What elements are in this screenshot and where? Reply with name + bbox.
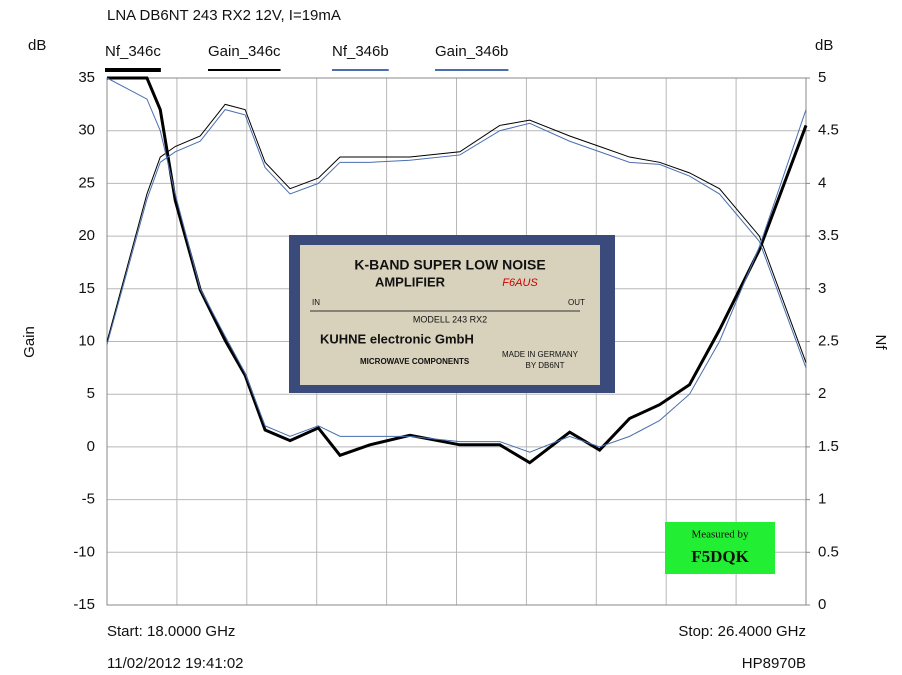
badge-text: F5DQK [691, 547, 749, 566]
photo-text: AMPLIFIER [375, 274, 446, 289]
legend-label: Gain_346b [435, 43, 508, 60]
badge-text: Measured by [691, 529, 749, 541]
series-line [106, 103, 807, 363]
photo-text: MODELL 243 RX2 [413, 314, 487, 324]
y-tick-label: 20 [78, 227, 95, 244]
photo-text: KUHNE electronic GmbH [320, 331, 474, 346]
y2-tick-label: 5 [818, 69, 826, 86]
chart-title: LNA DB6NT 243 RX2 12V, I=19mA [107, 7, 341, 24]
y2-tick-label: 4.5 [818, 122, 839, 139]
photo-text: BY DB6NT [526, 361, 565, 370]
y-tick-label: 30 [78, 122, 95, 139]
y-tick-label: 35 [78, 69, 95, 86]
legend-label: Nf_346b [332, 43, 389, 60]
y-tick-label: -10 [73, 543, 95, 560]
y-tick-label: 0 [87, 438, 95, 455]
y2-tick-label: 0 [818, 596, 826, 613]
legend-label: Gain_346c [208, 43, 281, 60]
y2-tick-label: 0.5 [818, 543, 839, 560]
photo-text: MICROWAVE COMPONENTS [360, 357, 470, 366]
y-unit: dB [28, 37, 46, 54]
y2-tick-label: 2 [818, 385, 826, 402]
photo-plate [300, 245, 600, 385]
y2-tick-label: 2.5 [818, 332, 839, 349]
photo-text: IN [312, 298, 320, 307]
legend-label: Nf_346c [105, 43, 161, 60]
instrument: HP8970B [742, 655, 806, 672]
y2-tick-label: 3.5 [818, 227, 839, 244]
y-tick-label: 5 [87, 385, 95, 402]
y-tick-label: 25 [78, 174, 95, 191]
y-tick-label: -15 [73, 596, 95, 613]
y2-tick-label: 4 [818, 174, 826, 191]
stop-label: Stop: 26.4000 GHz [678, 623, 806, 640]
photo-text: OUT [568, 298, 585, 307]
y-label: Gain [21, 326, 38, 358]
series-line [106, 77, 807, 453]
y-tick-label: 10 [78, 332, 95, 349]
timestamp: 11/02/2012 19:41:02 [107, 655, 244, 672]
photo-text: MADE IN GERMANY [502, 350, 579, 359]
photo-text: F6AUS [502, 277, 538, 289]
y2-tick-label: 1 [818, 491, 826, 508]
y-tick-label: 15 [78, 280, 95, 297]
series-line [106, 109, 807, 369]
y2-unit: dB [815, 37, 833, 54]
y2-tick-label: 1.5 [818, 438, 839, 455]
start-label: Start: 18.0000 GHz [107, 623, 235, 640]
y2-tick-label: 3 [818, 280, 826, 297]
badge-bg [665, 522, 775, 574]
y2-label: Nf [872, 335, 889, 351]
photo-text: K-BAND SUPER LOW NOISE [354, 257, 545, 273]
y-tick-label: -5 [82, 491, 95, 508]
